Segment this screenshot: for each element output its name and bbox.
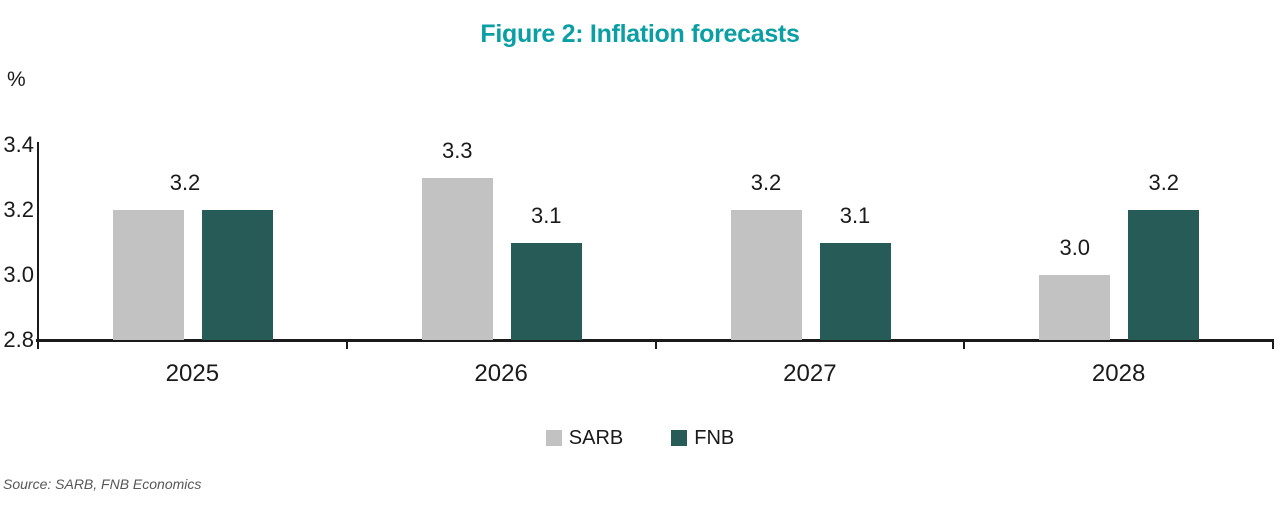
legend-item-sarb: SARB [545,427,624,449]
x-axis-tick [345,339,348,349]
y-axis-unit-label: % [7,68,26,91]
bar-fnb-2027 [819,242,891,340]
bar-sarb-2025 [113,210,184,340]
chart-title: Figure 2: Inflation forecasts [480,20,800,48]
legend-label: FNB [694,427,735,449]
x-axis-tick [1272,339,1274,349]
data-label-fnb-2026: 3.1 [530,202,562,228]
legend-item-fnb: FNB [671,428,734,448]
data-label-2025: 3.2 [169,170,201,195]
y-tick-label: 3.2 [3,197,34,222]
bar-sarb-2028 [1039,275,1111,340]
x-category-label-2028: 2028 [1091,360,1146,387]
legend-swatch-fnb [671,430,688,446]
bar-sarb-2026 [421,177,493,340]
y-tick-label: 3.4 [3,132,34,157]
data-label-fnb-2028: 3.2 [1148,170,1180,195]
data-label-sarb-2027: 3.2 [750,170,782,195]
chart-legend: SARB FNB [0,428,1280,448]
bar-fnb-2026 [510,242,582,340]
bar-fnb-2028 [1128,210,1200,340]
data-label-sarb-2028: 3.0 [1059,235,1091,260]
bar-sarb-2027 [730,210,802,340]
bar-fnb-2025 [202,210,273,340]
x-axis-tick [654,339,657,349]
x-category-label-2027: 2027 [783,360,837,387]
x-category-label-2025: 2025 [165,360,220,387]
source-note: Source: SARB, FNB Economics [3,476,202,492]
legend-swatch-sarb [545,430,562,446]
y-tick-label: 3.0 [3,262,34,287]
data-label-fnb-2027: 3.1 [839,202,871,228]
x-axis-tick [963,339,966,349]
x-category-label-2026: 2026 [474,360,528,387]
x-axis-tick [37,339,39,349]
data-label-sarb-2026: 3.3 [441,137,473,163]
y-tick-label: 2.8 [3,327,34,352]
legend-label: SARB [568,427,624,449]
y-axis-line [37,142,39,340]
